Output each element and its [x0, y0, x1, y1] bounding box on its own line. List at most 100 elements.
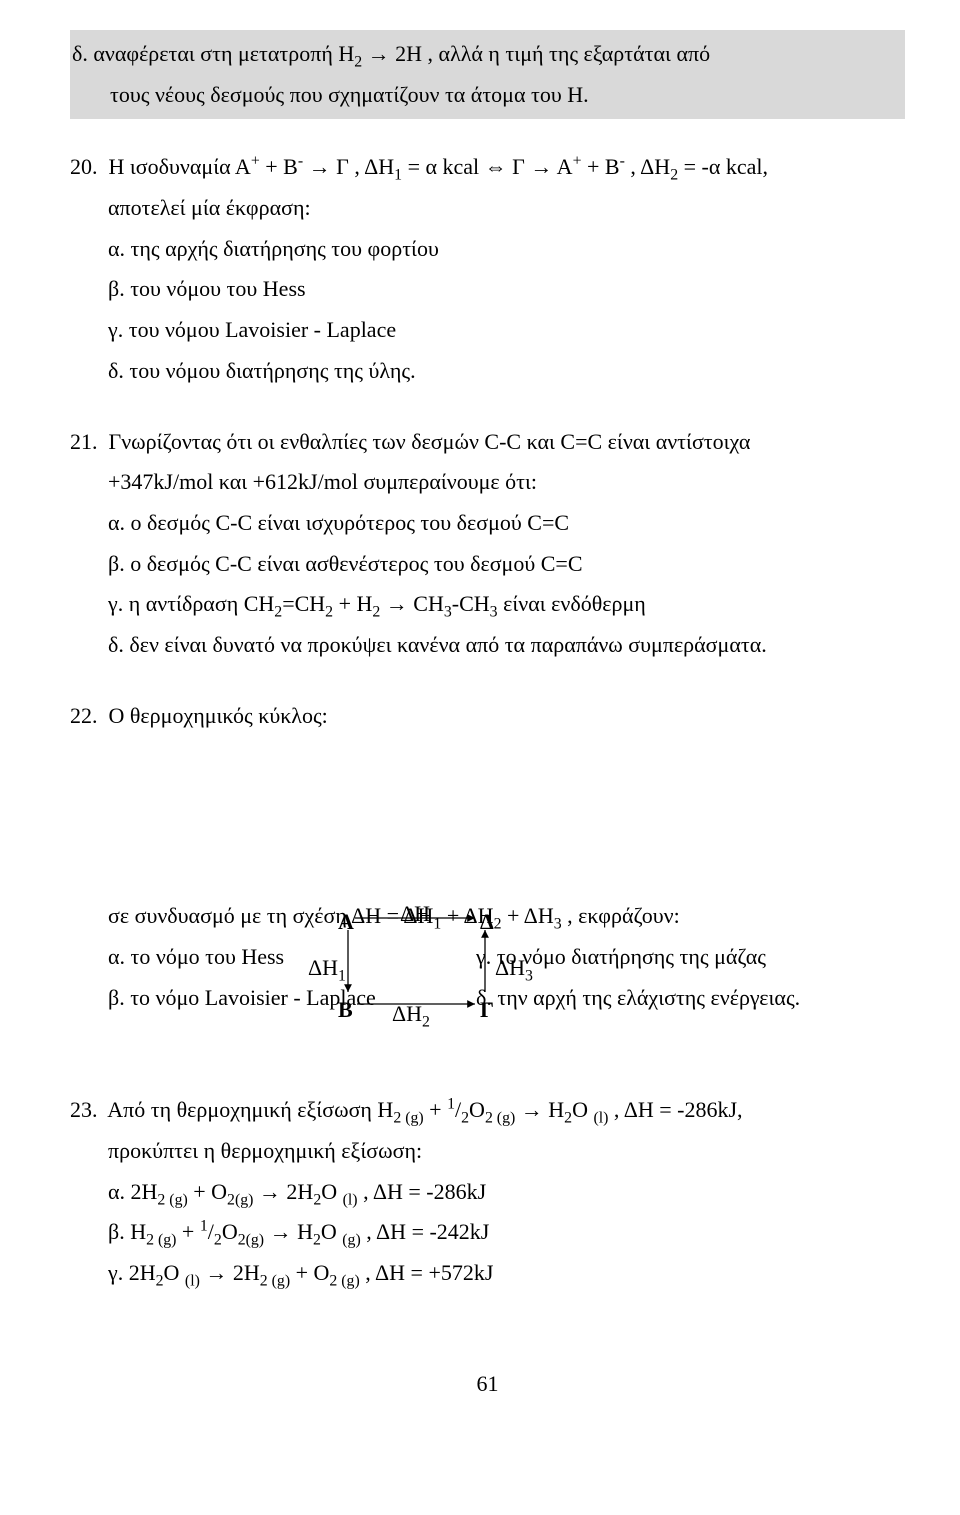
- q22-opt-c: γ. το νόμο διατήρησης της μάζας: [476, 937, 905, 978]
- q23b-4: → Η: [264, 1219, 313, 1244]
- q23a-4: Ο: [321, 1179, 342, 1204]
- q23-stem-2: προκύπτει η θερμοχημική εξίσωση:: [70, 1131, 905, 1172]
- q20-t4: = α kcal ⇔ Γ → Α: [402, 154, 572, 179]
- q23-e: Ο: [572, 1097, 593, 1122]
- q23b-s2: 2(g): [238, 1232, 264, 1249]
- q20-opt-c: γ. του νόμου Lavoisier - Laplace: [70, 310, 905, 351]
- q21c-e: -CH: [452, 591, 490, 616]
- q22r-a: σε συνδυασμό με τη σχέση ΔΗ = ΔΗ: [108, 903, 433, 928]
- q21c-c: + H: [333, 591, 372, 616]
- q20-stem-2: αποτελεί μία έκφραση:: [70, 188, 905, 229]
- q23c-1: γ. 2Η: [108, 1260, 156, 1285]
- q21-stem-2: +347kJ/mol και +612kJ/mol συμπεραίνουμε …: [70, 462, 905, 503]
- q23c-s1: 2: [156, 1273, 164, 1290]
- q20-num: 20.: [70, 154, 98, 179]
- q23c-2: Ο: [164, 1260, 185, 1285]
- q20-s1: 1: [394, 167, 402, 184]
- q21-stem: 21. Γνωρίζοντας ότι οι ενθαλπίες των δεσ…: [70, 422, 905, 463]
- q23-stem: 23. Από τη θερμοχημική εξίσωση Η2 (g) + …: [70, 1090, 905, 1131]
- q23-s3: 2: [564, 1110, 572, 1127]
- q21c-d: → CH: [380, 591, 444, 616]
- q20-t7: = -α kcal,: [678, 154, 768, 179]
- q22-stem: 22. Ο θερμοχημικός κύκλος:: [70, 696, 905, 737]
- q23-s2: 2 (g): [485, 1110, 515, 1127]
- q22-opt-a: α. το νόμο του Hess: [70, 937, 476, 978]
- q23-s1: 2 (g): [393, 1110, 423, 1127]
- hl-line-2: τους νέους δεσμούς που σχηματίζουν τα άτ…: [72, 75, 903, 116]
- q22-opt-d: δ. την αρχή της ελάχιστης ενέργειας.: [476, 978, 905, 1019]
- q21c-s4: 3: [444, 604, 452, 621]
- q22r-b: + ΔΗ: [441, 903, 493, 928]
- q23b-s1: 2 (g): [146, 1232, 176, 1249]
- q22-options: α. το νόμο του Hess γ. το νόμο διατήρηση…: [70, 937, 905, 1018]
- q21c-b: =CH: [282, 591, 325, 616]
- q21c-s2: 2: [325, 604, 333, 621]
- question-20: 20. Η ισοδυναμία Α+ + Β- → Γ , ΔΗ1 = α k…: [70, 147, 905, 391]
- q23c-s4: 2 (g): [329, 1273, 359, 1290]
- q22-num: 22.: [70, 703, 98, 728]
- q23a-s4: (l): [343, 1191, 358, 1208]
- q20-p1: +: [251, 153, 260, 170]
- q23-b: +: [424, 1097, 447, 1122]
- q23b-1: β. Η: [108, 1219, 146, 1244]
- q21-opt-c: γ. η αντίδραση CH2=CH2 + H2 → CH3-CH3 εί…: [70, 584, 905, 625]
- hl-line-1: δ. αναφέρεται στη μετατροπή Η2 → 2Η , αλ…: [72, 34, 903, 75]
- hl-l1-b: → 2Η , αλλά η τιμή της εξαρτάται από: [362, 41, 710, 66]
- q22-s: Ο θερμοχημικός κύκλος:: [109, 703, 328, 728]
- q20-opt-b: β. του νόμου του Hess: [70, 269, 905, 310]
- q23b-h2: 2: [214, 1232, 222, 1249]
- hl-l1-a: δ. αναφέρεται στη μετατροπή Η: [72, 41, 354, 66]
- q21c-f: είναι ενδόθερμη: [498, 591, 646, 616]
- q23a-5: , ΔΗ = -286kJ: [358, 1179, 487, 1204]
- q23-s4: (l): [593, 1110, 608, 1127]
- q23c-s2: (l): [185, 1273, 200, 1290]
- q23-h2: 2: [461, 1110, 469, 1127]
- q23b-5: Ο: [321, 1219, 342, 1244]
- q23-num: 23.: [70, 1097, 98, 1122]
- highlighted-option-d: δ. αναφέρεται στη μετατροπή Η2 → 2Η , αλ…: [70, 30, 905, 119]
- q23b-h1: 1: [200, 1218, 208, 1235]
- q23-opt-c: γ. 2Η2Ο (l) → 2Η2 (g) + Ο2 (g) , ΔΗ = +5…: [70, 1253, 905, 1294]
- q23a-s2: 2(g): [227, 1191, 253, 1208]
- q23-c: Ο: [469, 1097, 485, 1122]
- q20-s2: 2: [670, 167, 678, 184]
- q23c-5: , ΔΗ = +572kJ: [360, 1260, 494, 1285]
- q23b-2: +: [176, 1219, 199, 1244]
- cycle-diagram-space: [70, 736, 905, 896]
- q21-num: 21.: [70, 429, 98, 454]
- q23b-3: Ο: [222, 1219, 238, 1244]
- q23-f: , ΔΗ = -286kJ,: [608, 1097, 742, 1122]
- q20-t6: , ΔΗ: [625, 154, 670, 179]
- q21c-s1: 2: [274, 604, 282, 621]
- q22-opt-b: β. το νόμο Lavoisier - Laplace: [70, 978, 476, 1019]
- q21c-a: γ. η αντίδραση CH: [108, 591, 274, 616]
- q23-d: → Η: [515, 1097, 564, 1122]
- hl-l1-sub: 2: [354, 53, 362, 70]
- q21-opt-b: β. ο δεσμός C-C είναι ασθενέστερος του δ…: [70, 544, 905, 585]
- q23b-6: , ΔΗ = -242kJ: [361, 1219, 490, 1244]
- q23b-s4: (g): [342, 1232, 360, 1249]
- q20-stem: 20. Η ισοδυναμία Α+ + Β- → Γ , ΔΗ1 = α k…: [70, 147, 905, 188]
- question-22: 22. Ο θερμοχημικός κύκλος: σε συνδυασμό …: [70, 696, 905, 1061]
- q23a-2: + Ο: [188, 1179, 227, 1204]
- question-21: 21. Γνωρίζοντας ότι οι ενθαλπίες των δεσ…: [70, 422, 905, 666]
- q20-t5: + Β: [582, 154, 620, 179]
- q20-p2: +: [573, 153, 582, 170]
- q23a-s1: 2 (g): [157, 1191, 187, 1208]
- q23-a: Από τη θερμοχημική εξίσωση Η: [107, 1097, 393, 1122]
- question-23: 23. Από τη θερμοχημική εξίσωση Η2 (g) + …: [70, 1090, 905, 1293]
- q21c-s5: 3: [490, 604, 498, 621]
- q23-opt-a: α. 2Η2 (g) + Ο2(g) → 2Η2Ο (l) , ΔΗ = -28…: [70, 1172, 905, 1213]
- q23c-s3: 2 (g): [260, 1273, 290, 1290]
- q22r-d: , εκφράζουν:: [562, 903, 680, 928]
- q22r-s3: 3: [554, 916, 562, 933]
- q23a-1: α. 2Η: [108, 1179, 157, 1204]
- q23c-4: + Ο: [290, 1260, 329, 1285]
- q22r-c: + ΔΗ: [501, 903, 553, 928]
- q21-opt-a: α. ο δεσμός C-C είναι ισχυρότερος του δε…: [70, 503, 905, 544]
- q21-opt-d: δ. δεν είναι δυνατό να προκύψει κανένα α…: [70, 625, 905, 666]
- q23-opt-b: β. Η2 (g) + 1/2Ο2(g) → Η2Ο (g) , ΔΗ = -2…: [70, 1212, 905, 1253]
- q23b-s3: 2: [313, 1232, 321, 1249]
- q20-opt-d: δ. του νόμου διατήρησης της ύλης.: [70, 351, 905, 392]
- q20-opt-a: α. της αρχής διατήρησης του φορτίου: [70, 229, 905, 270]
